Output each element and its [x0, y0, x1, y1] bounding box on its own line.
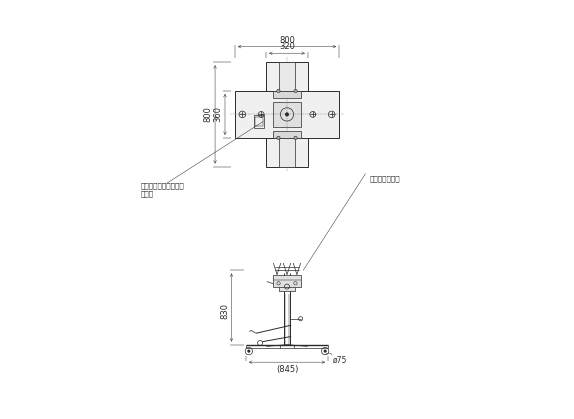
Circle shape — [294, 89, 297, 93]
Circle shape — [294, 136, 297, 140]
Circle shape — [285, 113, 289, 116]
Circle shape — [247, 350, 250, 352]
Bar — [279, 282, 295, 291]
Text: 800: 800 — [204, 106, 212, 122]
Bar — [273, 131, 301, 138]
Text: 830: 830 — [220, 303, 229, 319]
Text: 320: 320 — [279, 42, 295, 51]
Circle shape — [277, 89, 280, 93]
Text: ø75: ø75 — [333, 356, 347, 365]
Bar — [273, 91, 301, 98]
Bar — [255, 117, 263, 126]
Circle shape — [324, 350, 327, 352]
Text: ストッパー付自在車輪
２っ所: ストッパー付自在車輪 ２っ所 — [140, 182, 184, 197]
Bar — [235, 91, 339, 138]
Text: 360: 360 — [214, 106, 223, 122]
Text: (845): (845) — [276, 365, 298, 374]
Text: 800: 800 — [279, 36, 295, 44]
Bar — [280, 62, 294, 91]
Text: アタッチメント: アタッチメント — [370, 176, 400, 182]
Bar — [266, 62, 308, 166]
Bar — [254, 115, 264, 128]
Bar — [273, 101, 301, 127]
Circle shape — [277, 136, 280, 140]
Bar — [273, 274, 301, 287]
Bar — [280, 138, 294, 166]
